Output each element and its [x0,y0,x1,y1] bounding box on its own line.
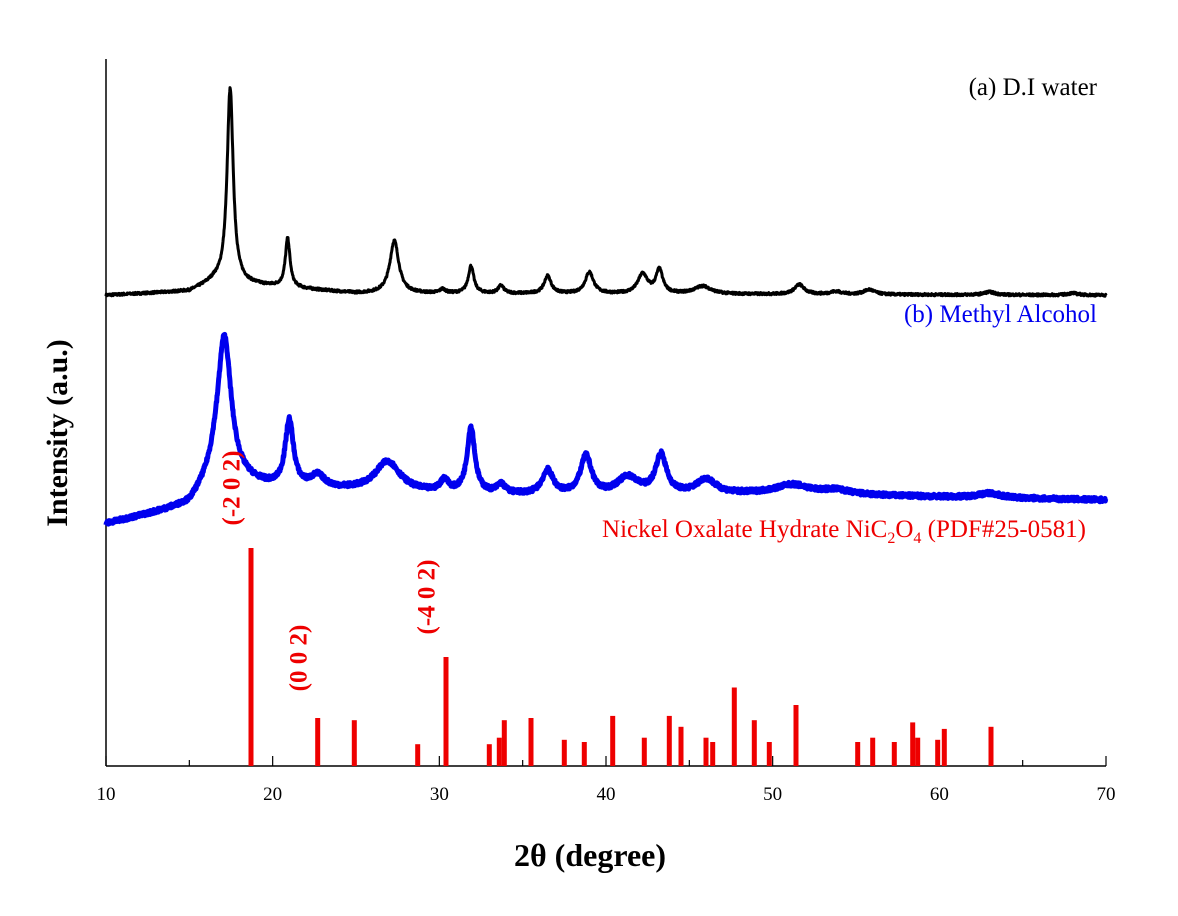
reference-line-16 [710,742,716,766]
x-axis-title: 2θ (degree) [514,837,666,873]
reference-line-22 [870,737,876,766]
hkl-label-1: (0 0 2) [285,625,312,692]
reference-line-26 [935,739,941,766]
reference-line-27 [941,728,947,766]
reference-line-25 [915,737,921,766]
reference-line-14 [678,726,684,766]
x-tick-label-60: 60 [930,784,949,805]
reference-line-12 [641,737,647,766]
reference-label-sub1: 2 [887,530,895,547]
reference-line-2 [351,720,357,766]
reference-label-name: Nickel Oxalate Hydrate NiC [602,516,887,543]
series-line-methyl-alcohol [103,331,1109,527]
series-label-di-water: (a) D.I water [969,74,1098,101]
hkl-label-0: (-2 0 2) [219,451,246,526]
reference-label-suffix: (PDF#25-0581) [921,516,1086,543]
reference-label-mid: O [895,516,913,543]
x-axis-ticks [105,756,1107,766]
reference-line-6 [496,737,502,766]
hkl-label-2: (-4 0 2) [414,560,441,635]
reference-line-3 [415,744,421,766]
reference-label: Nickel Oxalate Hydrate NiC2O4 (PDF#25-05… [602,516,1086,547]
reference-line-19 [766,742,772,766]
y-axis-title: Intensity (a.u.) [41,339,74,527]
series-label-methyl-alcohol: (b) Methyl Alcohol [904,301,1097,328]
reference-line-24 [910,722,916,766]
reference-line-20 [793,705,799,766]
reference-line-9 [561,739,567,766]
reference-line-15 [703,737,709,766]
reference-line-28 [988,726,994,766]
reference-line-5 [486,744,492,766]
x-tick-label-30: 30 [430,784,449,805]
reference-line-18 [751,720,757,766]
reference-label-sub2: 4 [913,530,921,547]
reference-line-1 [315,718,321,766]
reference-line-21 [855,742,861,766]
hkl-labels: (-2 0 2) (0 0 2) (-4 0 2) [219,451,441,692]
reference-line-4 [443,657,449,766]
x-tick-label-70: 70 [1097,784,1116,805]
x-tick-label-40: 40 [597,784,616,805]
x-tick-label-20: 20 [263,784,282,805]
reference-line-11 [610,715,616,766]
x-axis-tick-labels: 10 20 30 40 50 60 70 [97,784,1116,805]
reference-line-7 [501,720,507,766]
reference-pattern [248,548,994,766]
reference-line-10 [581,742,587,766]
reference-line-17 [731,687,737,766]
x-tick-label-50: 50 [763,784,782,805]
reference-line-13 [666,715,672,766]
reference-line-0 [248,548,254,766]
reference-line-23 [891,742,897,766]
series-line-di-water [104,86,1108,298]
x-tick-label-10: 10 [97,784,116,805]
reference-line-8 [528,718,534,766]
